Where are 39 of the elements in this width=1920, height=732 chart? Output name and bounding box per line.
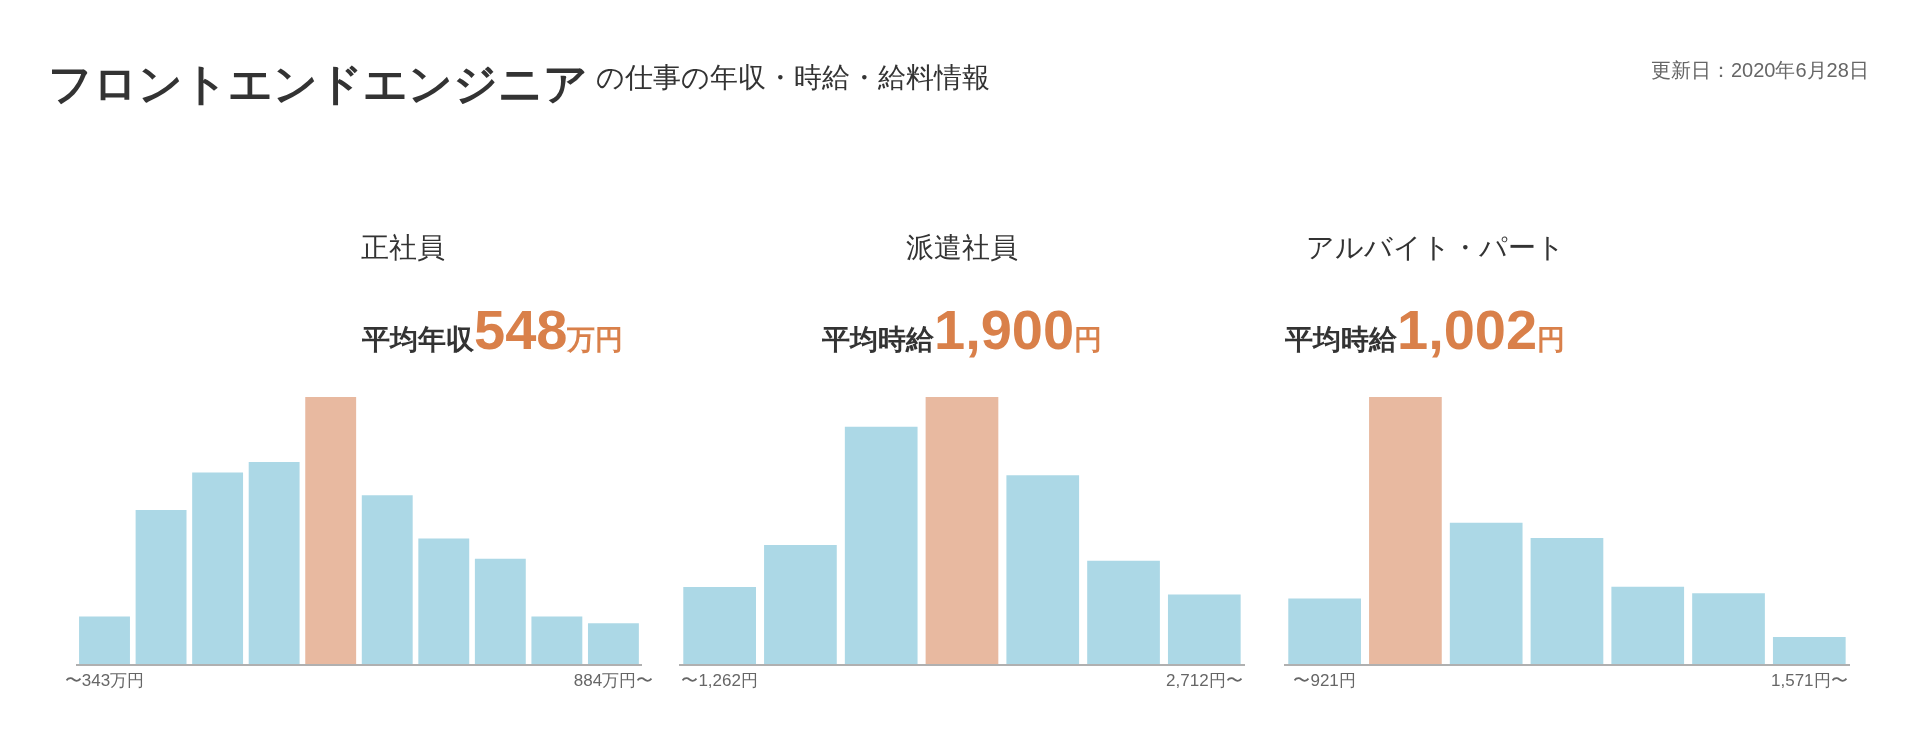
x-tick-label: 2,712円〜 (1166, 671, 1243, 691)
bar (1692, 593, 1765, 664)
bar (925, 397, 999, 664)
chart-title: アルバイト・パート (1306, 232, 1565, 263)
bar (1611, 586, 1685, 664)
text: 更新日：2020年6月28日 (1651, 59, 1869, 81)
bar (1087, 560, 1160, 664)
bar (764, 544, 837, 664)
text: フロントエンドエンジニア (48, 59, 588, 108)
bar (1006, 475, 1080, 664)
bar (844, 426, 918, 664)
bar (587, 623, 639, 664)
bar (474, 558, 526, 664)
bar (1369, 397, 1442, 664)
bar (683, 587, 756, 664)
bar (361, 495, 413, 664)
x-tick-label: 〜1,262円 (681, 671, 758, 691)
bar (1167, 594, 1241, 664)
bar (531, 616, 583, 664)
bar (305, 397, 357, 664)
bar (1772, 637, 1846, 664)
bar (135, 509, 187, 664)
x-tick-label: 1,571円〜 (1771, 671, 1848, 691)
chart-title: 正社員 (361, 232, 445, 263)
bar (1530, 538, 1604, 664)
x-tick-label: 884万円〜 (573, 671, 654, 691)
bar (418, 538, 470, 664)
bar (1288, 598, 1361, 664)
x-tick-label: 〜921円 (1293, 671, 1356, 691)
text: の仕事の年収・時給・給料情報 (596, 62, 990, 93)
chart-subtitle: 平均時給1,900円 (821, 298, 1103, 361)
bar (192, 472, 244, 664)
chart-subtitle: 平均年収548万円 (361, 298, 624, 361)
chart-subtitle: 平均時給1,002円 (1284, 298, 1566, 361)
chart-title: 派遣社員 (906, 232, 1018, 263)
bar (248, 461, 300, 664)
bar (79, 616, 130, 664)
bar (1449, 522, 1523, 664)
x-tick-label: 〜343万円 (64, 671, 145, 691)
